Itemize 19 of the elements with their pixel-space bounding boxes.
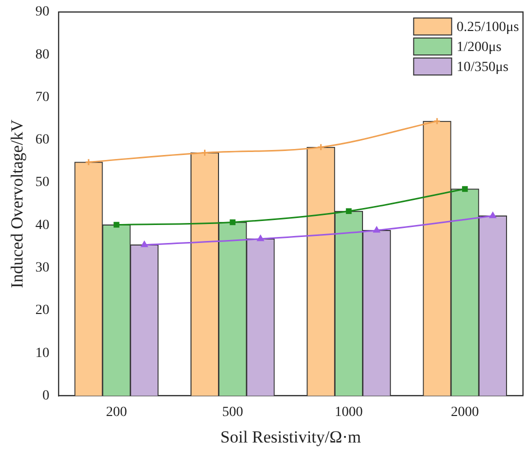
- y-tick-label: 80: [35, 47, 50, 62]
- y-tick-label: 0: [42, 388, 50, 404]
- legend-label: 1/200μs: [456, 40, 502, 56]
- legend-label: 10/350μs: [456, 60, 508, 76]
- x-tick-label: 1000: [334, 404, 363, 420]
- y-tick-label: 50: [35, 175, 50, 190]
- y-tick-label: 20: [35, 303, 50, 318]
- x-tick-label: 2000: [450, 404, 479, 420]
- y-tick-label: 40: [35, 218, 50, 233]
- y-tick-label: 70: [35, 90, 50, 105]
- y-tick-label: 60: [35, 132, 50, 148]
- x-tick-label: 500: [222, 404, 244, 420]
- y-tick-label: 30: [35, 260, 50, 276]
- y-tick-label: 10: [35, 346, 50, 361]
- y-axis-title: Induced Overvoltage/kV: [8, 118, 27, 288]
- x-tick-label: 200: [106, 404, 127, 420]
- y-tick-label: 90: [35, 4, 50, 20]
- legend-label: 0.25/100μs: [456, 20, 519, 36]
- x-axis-title: Soil Resistivity/Ω·m: [220, 427, 362, 446]
